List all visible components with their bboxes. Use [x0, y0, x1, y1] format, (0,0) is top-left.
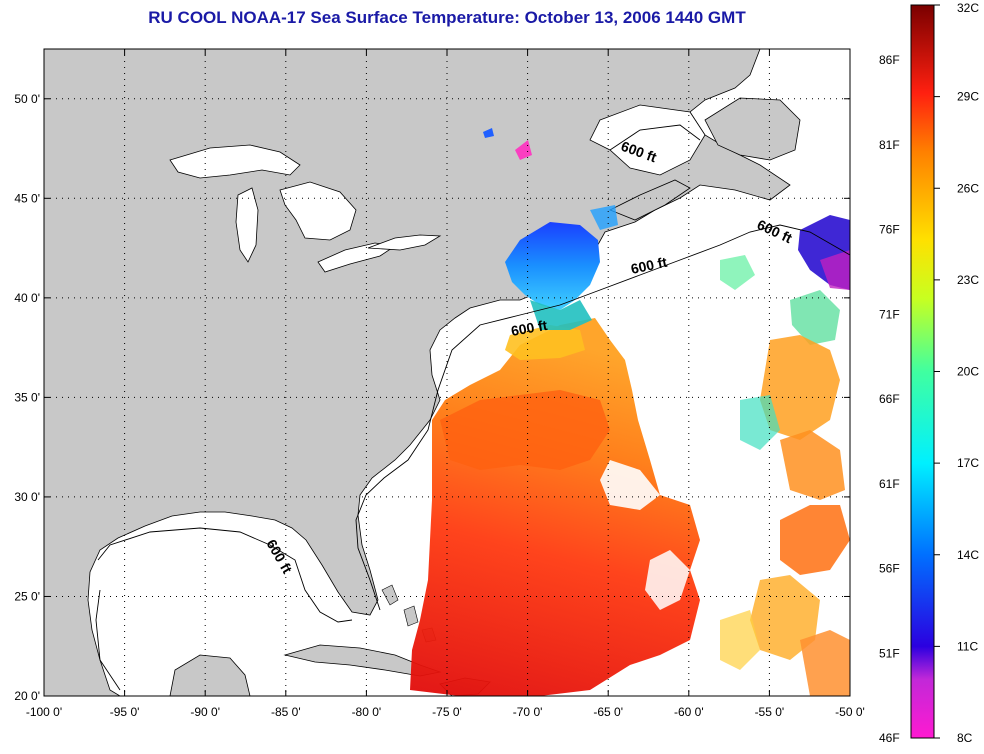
- lat-tick-label: 45 0': [14, 191, 40, 205]
- colorbar: [910, 4, 935, 739]
- lon-tick-label: -75 0': [432, 705, 462, 719]
- lon-tick-label: -95 0': [110, 705, 140, 719]
- lon-tick-label: -100 0': [26, 705, 62, 719]
- lat-tick-label: 40 0': [14, 291, 40, 305]
- sst-cold-gulf-of-maine: [505, 222, 600, 310]
- lon-tick-label: -65 0': [593, 705, 623, 719]
- colorbar-labels: 32C 29C 26C 23C 20C 17C 14C 11C 8C 86F 81F 76F 71F 66…: [879, 1, 979, 745]
- colorbar-celsius-label: 26C: [957, 181, 979, 195]
- colorbar-celsius-label: 17C: [957, 456, 979, 470]
- isobath-600ft: [95, 124, 850, 691]
- lat-tick-label: 25 0': [14, 589, 40, 603]
- colorbar-celsius-label: 14C: [957, 548, 979, 562]
- lat-tick-label: 30 0': [14, 490, 40, 504]
- colorbar-celsius-label: 11C: [957, 639, 978, 653]
- lat-tick-label: 35 0': [14, 390, 40, 404]
- lat-tick-label: 20 0': [14, 689, 40, 703]
- map-plot-area: [44, 49, 850, 696]
- colorbar-fahrenheit-label: 46F: [879, 731, 900, 745]
- colorbar-celsius-label: 20C: [957, 365, 979, 379]
- lon-tick-label: -70 0': [513, 705, 543, 719]
- colorbar-celsius-label: 32C: [957, 1, 979, 15]
- graticule: [43, 49, 851, 697]
- lon-tick-label: -55 0': [755, 705, 785, 719]
- colorbar-fahrenheit-label: 81F: [879, 138, 900, 152]
- lat-tick-label: 50 0': [14, 92, 40, 106]
- lon-tick-label: -90 0': [190, 705, 220, 719]
- isobath-label: 600 ft: [510, 317, 549, 339]
- axis-labels: -100 0' -95 0' -90 0' -85 0' -80 0' -75 0' -70…: [14, 92, 864, 719]
- lon-tick-label: -50 0': [835, 705, 865, 719]
- lon-tick-label: -85 0': [271, 705, 301, 719]
- lon-tick-label: -80 0': [352, 705, 382, 719]
- colorbar-fahrenheit-label: 61F: [879, 477, 900, 491]
- colorbar-celsius-label: 29C: [957, 90, 979, 104]
- colorbar-celsius-label: 23C: [957, 273, 979, 287]
- colorbar-fahrenheit-label: 76F: [879, 223, 900, 237]
- lon-tick-label: -60 0': [674, 705, 704, 719]
- colorbar-celsius-label: 8C: [957, 731, 973, 745]
- colorbar-fahrenheit-label: 86F: [879, 53, 900, 67]
- colorbar-fahrenheit-label: 56F: [879, 562, 900, 576]
- map-title: RU COOL NOAA-17 Sea Surface Temperature:…: [148, 8, 746, 27]
- colorbar-fahrenheit-label: 71F: [879, 307, 900, 321]
- land-newfoundland: [704, 97, 801, 161]
- isobath-label: 600 ft: [629, 254, 668, 277]
- colorbar-fahrenheit-label: 51F: [879, 646, 900, 660]
- colorbar-fahrenheit-label: 66F: [879, 392, 900, 406]
